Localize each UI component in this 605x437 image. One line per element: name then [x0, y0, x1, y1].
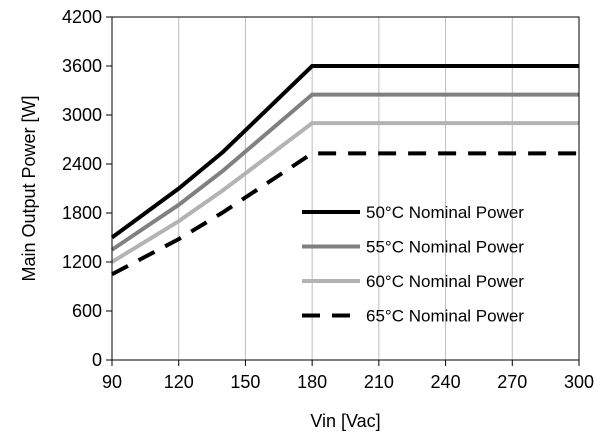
plot-frame [111, 16, 580, 361]
series-line-2 [110, 92, 579, 252]
y-tick-label: 4200 [62, 7, 102, 27]
y-tick-label: 1800 [62, 203, 102, 223]
y-axis-title: Main Output Power [W] [19, 95, 39, 281]
x-axis-title: Vin [Vac] [310, 411, 380, 431]
legend-label: 60°C Nominal Power [366, 272, 524, 291]
x-tick-label: 210 [364, 372, 394, 392]
x-tick-label: 120 [164, 372, 194, 392]
y-tick-label: 600 [72, 301, 102, 321]
gridlines [111, 17, 580, 360]
y-tick-label: 1200 [62, 252, 102, 272]
x-tick-label: 180 [297, 372, 327, 392]
legend: 50°C Nominal Power 55°C Nominal Power 60°C… [302, 203, 524, 326]
series-line-4 [111, 151, 579, 277]
legend-label: 65°C Nominal Power [366, 307, 524, 326]
legend-label: 55°C Nominal Power [366, 238, 524, 257]
series-line-3 [110, 121, 579, 264]
y-tick-label: 2400 [62, 154, 102, 174]
x-tick-label: 150 [230, 372, 260, 392]
x-tick-label: 240 [431, 372, 461, 392]
series-line-1 [110, 64, 579, 240]
legend-label: 50°C Nominal Power [366, 203, 524, 222]
x-tick-label: 270 [497, 372, 527, 392]
y-tick-label: 3600 [62, 56, 102, 76]
x-tick-label: 300 [564, 372, 594, 392]
series-lines [110, 64, 579, 277]
y-tick-labels: 0 600 1200 1800 2400 3000 3600 4200 [62, 7, 112, 370]
y-tick-label: 3000 [62, 105, 102, 125]
x-tick-labels: 90 120 150 180 210 240 270 300 [102, 360, 594, 392]
x-tick-label: 90 [102, 372, 122, 392]
y-tick-label: 0 [92, 350, 102, 370]
